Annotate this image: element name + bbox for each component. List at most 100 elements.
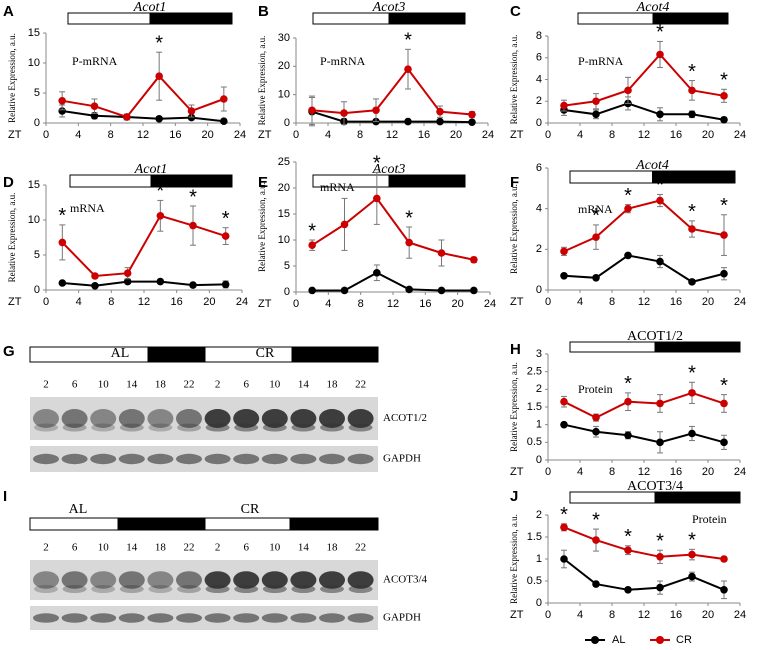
phase-bar bbox=[29, 517, 119, 531]
data-point bbox=[189, 221, 197, 230]
blot-band bbox=[347, 409, 374, 428]
data-point bbox=[373, 268, 381, 277]
x-tick-label: 4 bbox=[577, 466, 583, 478]
x-tick-label: 16 bbox=[419, 298, 431, 310]
y-tick-label: 8 bbox=[536, 30, 542, 42]
blot-band bbox=[204, 453, 231, 465]
blot-band bbox=[319, 453, 345, 465]
chart-title: Acot1 bbox=[134, 162, 168, 177]
blot-band bbox=[61, 571, 88, 589]
series-line bbox=[62, 280, 226, 287]
data-point bbox=[688, 225, 696, 233]
data-point bbox=[592, 97, 600, 106]
lane-label: 14 bbox=[298, 379, 310, 391]
data-point bbox=[560, 420, 568, 429]
blot-band bbox=[147, 613, 174, 623]
x-tick-label: 4 bbox=[577, 296, 583, 308]
x-tick-label: 12 bbox=[638, 129, 650, 141]
blot-band bbox=[118, 571, 145, 589]
panel-letter: B bbox=[258, 3, 269, 20]
x-tick-label: 8 bbox=[609, 609, 615, 621]
y-tick-label: 3 bbox=[536, 348, 542, 360]
panel-letter: I bbox=[3, 488, 7, 505]
data-point bbox=[404, 117, 412, 126]
panel-label: mRNA bbox=[578, 202, 613, 216]
data-point bbox=[308, 286, 316, 295]
blot-band bbox=[233, 571, 260, 589]
blot-band bbox=[261, 571, 288, 589]
panel-label: mRNA bbox=[320, 180, 355, 194]
x-tick-label: 24 bbox=[484, 298, 496, 310]
significance-star: * bbox=[688, 530, 696, 552]
blot-band bbox=[34, 585, 58, 593]
blot-band bbox=[91, 423, 116, 432]
band-label: GAPDH bbox=[383, 453, 421, 465]
panel-label: Protein bbox=[578, 382, 613, 396]
series-line bbox=[563, 102, 725, 121]
y-tick-label: 0 bbox=[284, 286, 290, 298]
blot-band bbox=[261, 453, 288, 465]
significance-star: * bbox=[156, 181, 164, 203]
series-line bbox=[62, 110, 224, 123]
data-point bbox=[58, 107, 66, 115]
blot-band bbox=[204, 613, 231, 623]
x-tick-label: 24 bbox=[236, 296, 248, 308]
x-tick-label: 24 bbox=[734, 466, 746, 478]
data-point bbox=[624, 586, 632, 594]
blot-band bbox=[33, 571, 59, 589]
data-point bbox=[720, 555, 728, 563]
x-tick-label: 16 bbox=[169, 129, 181, 141]
x-tick-label: 20 bbox=[452, 298, 464, 310]
lane-label: 2 bbox=[215, 542, 221, 554]
data-point bbox=[189, 281, 197, 289]
data-point bbox=[592, 413, 600, 422]
phase-bar bbox=[291, 346, 379, 363]
y-tick-label: 0.5 bbox=[527, 436, 542, 448]
dark-phase-bar bbox=[652, 170, 736, 184]
series-line bbox=[312, 271, 474, 292]
dark-phase-bar bbox=[654, 491, 741, 504]
lane-label: 14 bbox=[126, 379, 138, 391]
x-tick-label: 12 bbox=[387, 298, 399, 310]
data-point bbox=[656, 438, 664, 447]
data-point bbox=[436, 107, 444, 116]
blot-band bbox=[147, 409, 174, 428]
y-tick-label: 0 bbox=[34, 284, 40, 296]
data-point bbox=[688, 86, 696, 95]
blot-band bbox=[233, 613, 260, 623]
y-tick-label: 10 bbox=[28, 214, 40, 226]
data-point bbox=[592, 427, 600, 436]
x-tick-label: 0 bbox=[43, 296, 49, 308]
series-line bbox=[563, 391, 725, 419]
blot-band bbox=[319, 613, 345, 623]
blot-band bbox=[348, 585, 373, 593]
y-axis-label: Relative Expression, a.u. bbox=[509, 35, 519, 125]
x-tick-label: 0 bbox=[545, 466, 551, 478]
data-point bbox=[58, 238, 67, 247]
blot-band bbox=[319, 571, 345, 589]
y-tick-label: 6 bbox=[536, 162, 542, 174]
data-point bbox=[688, 572, 696, 581]
data-point bbox=[560, 101, 568, 110]
data-point bbox=[436, 117, 444, 126]
data-point bbox=[91, 282, 99, 290]
blot-band bbox=[176, 453, 202, 465]
data-point bbox=[221, 232, 230, 240]
group-label: AL bbox=[111, 346, 130, 361]
blot-band bbox=[347, 613, 374, 623]
data-point bbox=[187, 107, 196, 115]
x-tick-label: 0 bbox=[545, 296, 551, 308]
blot-band bbox=[33, 613, 59, 623]
legend-label: AL bbox=[612, 634, 625, 646]
group-label: AL bbox=[69, 502, 88, 517]
blot-band bbox=[262, 423, 287, 432]
data-point bbox=[560, 271, 568, 280]
significance-star: * bbox=[688, 363, 696, 385]
data-point bbox=[656, 553, 664, 561]
y-tick-label: 1.5 bbox=[527, 531, 542, 543]
blot-band bbox=[205, 423, 230, 432]
dark-phase-bar bbox=[388, 12, 466, 25]
blot-band bbox=[90, 453, 117, 465]
x-tick-label: 8 bbox=[609, 296, 615, 308]
